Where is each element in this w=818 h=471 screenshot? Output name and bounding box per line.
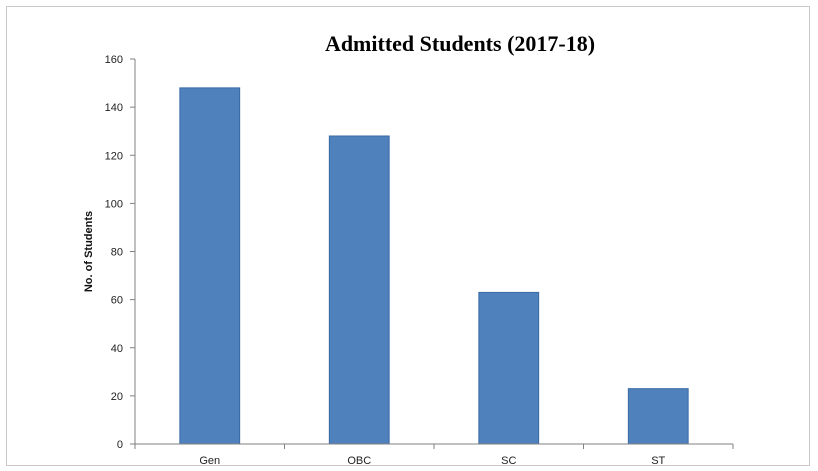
x-tick-label: OBC	[347, 455, 371, 467]
y-tick-label: 60	[111, 295, 123, 307]
bar-obc	[328, 135, 390, 445]
y-tick-label: 100	[105, 198, 123, 210]
y-tick-label: 40	[111, 343, 123, 355]
y-tick-label: 80	[111, 247, 123, 259]
y-tick-label: 20	[111, 391, 123, 403]
bar-st	[627, 388, 689, 445]
y-tick-label: 140	[105, 102, 123, 114]
x-tick-label: ST	[651, 455, 665, 467]
x-tick-label: Gen	[199, 455, 220, 467]
bar-sc	[478, 291, 540, 445]
y-tick-label: 160	[105, 54, 123, 66]
bar-gen	[179, 87, 241, 445]
bars-group	[179, 87, 689, 445]
chart-title: Admitted Students (2017-18)	[325, 31, 595, 56]
y-tick-label: 120	[105, 150, 123, 162]
y-axis-ticks: 0 20 40 60 80 100 120 140 160	[105, 54, 135, 451]
x-axis-ticks: Gen OBC SC ST	[134, 444, 734, 467]
y-tick-label: 0	[117, 439, 123, 451]
x-tick-label: SC	[501, 455, 516, 467]
y-axis-label: No. of Students	[83, 211, 95, 292]
